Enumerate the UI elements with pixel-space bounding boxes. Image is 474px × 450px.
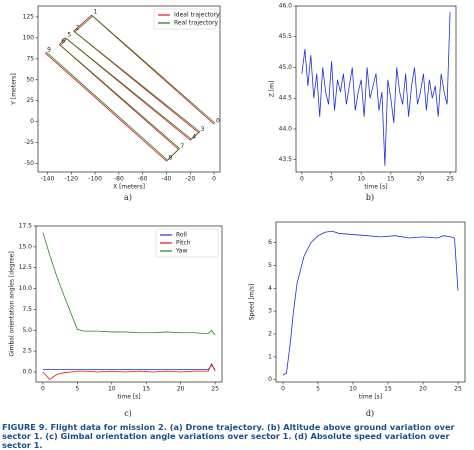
y-tick-label: 7.5 bbox=[22, 306, 32, 313]
y-tick-label: 3 bbox=[268, 308, 272, 315]
waypoint-label: 2 bbox=[76, 25, 80, 32]
legend-box bbox=[155, 228, 219, 258]
y-axis-label: Z [m] bbox=[269, 81, 276, 98]
y-tick-label: 2.5 bbox=[22, 348, 32, 355]
waypoint-label: 9 bbox=[47, 46, 51, 53]
y-tick-label: 0 bbox=[268, 376, 272, 383]
series-line bbox=[46, 15, 216, 161]
x-tick-label: 20 bbox=[417, 176, 425, 183]
x-tick-label: 20 bbox=[177, 386, 185, 393]
x-tick-label: 25 bbox=[211, 386, 219, 393]
x-axis-label: time [s] bbox=[117, 394, 140, 401]
series-line bbox=[42, 362, 216, 381]
series-line bbox=[301, 12, 451, 166]
y-tick-label: -25 bbox=[24, 139, 34, 146]
x-tick-label: 25 bbox=[446, 176, 454, 183]
x-tick-label: 0 bbox=[41, 386, 45, 393]
y-tick-label: 45.0 bbox=[279, 64, 293, 71]
y-tick-label: 12.5 bbox=[19, 264, 33, 271]
x-tick-label: 5 bbox=[330, 176, 334, 183]
x-tick-label: 0 bbox=[281, 386, 285, 393]
x-tick-label: 25 bbox=[454, 386, 462, 393]
y-tick-label: 5.0 bbox=[22, 327, 32, 334]
x-tick-label: 10 bbox=[349, 386, 357, 393]
y-tick-label: 2 bbox=[268, 331, 272, 338]
legend-label: Roll bbox=[176, 232, 187, 239]
plot-frame bbox=[275, 221, 466, 383]
y-tick-label: 10.0 bbox=[19, 285, 33, 292]
y-tick-label: 1 bbox=[268, 353, 272, 360]
y-tick-label: -50 bbox=[24, 160, 34, 167]
plot-frame bbox=[35, 225, 223, 383]
y-axis-label: Speed [m/s] bbox=[249, 284, 256, 320]
x-tick-label: 0 bbox=[300, 176, 304, 183]
legend-label: Ideal trajectory bbox=[174, 12, 220, 19]
series-line bbox=[282, 230, 459, 376]
y-tick-label: 25 bbox=[26, 97, 34, 104]
y-tick-label: 44.0 bbox=[279, 125, 293, 132]
waypoint-label: 7 bbox=[180, 143, 184, 150]
y-tick-label: 0 bbox=[30, 118, 34, 125]
x-tick-label: -40 bbox=[162, 176, 172, 183]
y-tick-label: 17.5 bbox=[19, 223, 33, 230]
plot-frame bbox=[295, 5, 457, 173]
caption: FIGURE 9. Flight data for mission 2. (a)… bbox=[2, 422, 472, 450]
x-tick-label: 15 bbox=[142, 386, 150, 393]
legend-box bbox=[153, 8, 217, 30]
x-tick-label: 5 bbox=[316, 386, 320, 393]
x-tick-label: -140 bbox=[41, 176, 55, 183]
waypoint-label: 4 bbox=[192, 134, 196, 141]
y-tick-label: 44.5 bbox=[279, 95, 293, 102]
x-axis-label: time [s] bbox=[364, 184, 387, 191]
x-tick-label: 20 bbox=[419, 386, 427, 393]
caption-label: FIGURE 9. bbox=[2, 422, 48, 432]
legend-label: Real trajectory bbox=[174, 20, 218, 27]
x-axis-label: time [s] bbox=[359, 394, 382, 401]
x-tick-label: 15 bbox=[384, 386, 392, 393]
waypoint-label: 6 bbox=[61, 38, 65, 45]
x-tick-label: -120 bbox=[64, 176, 78, 183]
panel-label: a) bbox=[124, 193, 132, 202]
y-tick-label: 100 bbox=[23, 34, 35, 41]
panel-label: b) bbox=[366, 193, 374, 202]
x-tick-label: 15 bbox=[387, 176, 395, 183]
x-axis-label: X [meters] bbox=[113, 184, 145, 191]
x-tick-label: 5 bbox=[75, 386, 79, 393]
legend-label: Yaw bbox=[175, 248, 188, 255]
y-tick-label: 75 bbox=[26, 55, 34, 62]
waypoint-label: 8 bbox=[168, 155, 172, 162]
panel-label: d) bbox=[366, 409, 374, 418]
waypoint-label: 0 bbox=[216, 118, 220, 125]
x-tick-label: 10 bbox=[108, 386, 116, 393]
series-line bbox=[42, 364, 216, 370]
plot-frame bbox=[37, 5, 221, 173]
x-tick-label: -100 bbox=[88, 176, 102, 183]
y-tick-label: 125 bbox=[23, 13, 35, 20]
y-tick-label: 5 bbox=[268, 262, 272, 269]
x-tick-label: -20 bbox=[185, 176, 195, 183]
y-axis-label: Y [meters] bbox=[11, 73, 18, 105]
caption-text: Flight data for mission 2. (a) Drone tra… bbox=[2, 422, 455, 450]
series-line bbox=[42, 232, 216, 336]
y-tick-label: 45.5 bbox=[279, 33, 293, 40]
legend-label: Pitch bbox=[176, 240, 191, 247]
charts: -140 -120 -100 -80 -60 -40 -20 0-50-25025507510… bbox=[9, 3, 466, 418]
y-tick-label: 6 bbox=[268, 239, 272, 246]
x-tick-label: -60 bbox=[138, 176, 148, 183]
x-tick-label: 0 bbox=[212, 176, 216, 183]
y-tick-label: 4 bbox=[268, 285, 272, 292]
y-tick-label: 15.0 bbox=[19, 243, 33, 250]
x-tick-label: 10 bbox=[357, 176, 365, 183]
waypoint-label: 5 bbox=[67, 31, 71, 38]
x-tick-label: -80 bbox=[114, 176, 124, 183]
waypoint-label: 3 bbox=[201, 126, 205, 133]
waypoint-label: 1 bbox=[94, 9, 98, 16]
y-tick-label: 46.0 bbox=[279, 3, 293, 10]
y-tick-label: 50 bbox=[26, 76, 34, 83]
y-axis-label: Gimbal orientation angles [degree] bbox=[9, 251, 16, 356]
y-tick-label: 0.0 bbox=[22, 368, 32, 375]
y-tick-label: 43.5 bbox=[279, 156, 293, 163]
panel-label: c) bbox=[124, 409, 132, 418]
